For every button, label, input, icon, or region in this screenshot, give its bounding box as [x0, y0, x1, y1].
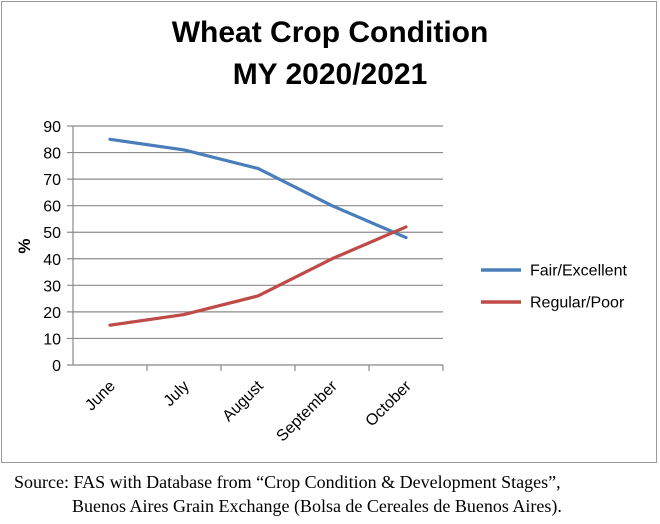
y-tick-labels: 0 10 20 30 40 50 60 70 80 90 [43, 119, 61, 375]
y-tick-label: 90 [43, 119, 61, 136]
y-tick-label: 60 [43, 199, 61, 216]
source-note: Source: FAS with Database from “Crop Con… [0, 470, 660, 518]
legend: Fair/Excellent Regular/Poor [481, 263, 627, 312]
y-tick-label: 10 [43, 331, 61, 348]
y-axis-label: % [15, 238, 34, 253]
series-line [108, 225, 408, 327]
y-tick-label: 20 [43, 305, 61, 322]
chart-title-line-1: Wheat Crop Condition [172, 16, 489, 49]
gridlines [67, 125, 444, 371]
y-tick-label: 50 [43, 225, 61, 242]
y-tick-label: 70 [43, 172, 61, 189]
y-tick-label: 30 [43, 278, 61, 295]
source-line-2: Buenos Aires Grain Exchange (Bolsa de Ce… [72, 496, 562, 516]
x-tick-label: September [273, 377, 341, 445]
y-tick-label: 40 [43, 252, 61, 269]
x-tick-label: July [161, 378, 193, 410]
x-tick-labels: June July August September October [82, 377, 415, 445]
source-line-1: Source: FAS with Database from “Crop Con… [14, 472, 561, 492]
x-tick-label: August [220, 377, 268, 425]
legend-label: Regular/Poor [530, 295, 625, 312]
y-tick-label: 0 [52, 358, 61, 375]
y-tick-label: 80 [43, 146, 61, 163]
x-tick-label: June [82, 378, 119, 415]
chart-title-line-2: MY 2020/2021 [233, 58, 428, 91]
series-lines [108, 137, 408, 327]
line-chart: Wheat Crop Condition MY 2020/2021 0 10 20 3… [15, 16, 627, 445]
series-line [108, 137, 408, 240]
legend-label: Fair/Excellent [530, 263, 627, 280]
x-tick-label: October [363, 377, 416, 430]
